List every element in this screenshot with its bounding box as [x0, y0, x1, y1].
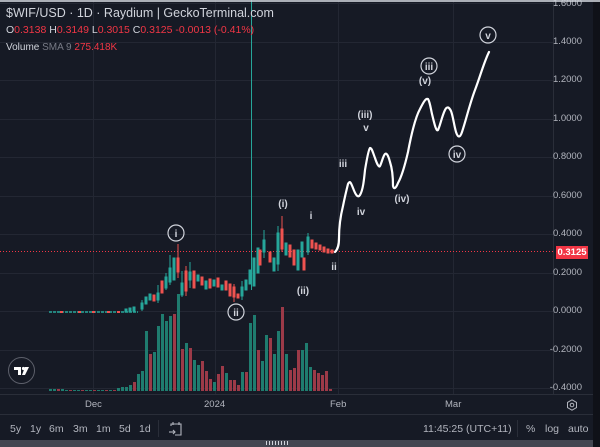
bottom-toolbar: 5y 1y 6m 3m 1m 5d 1d 11:45:25 (UTC+11) %… — [0, 414, 593, 441]
wave-labels: i ii (i) (ii) i ii iii iv (iii) v (iv) i… — [167, 26, 497, 321]
svg-text:iii: iii — [339, 159, 348, 170]
range-6m-button[interactable]: 6m — [49, 423, 64, 435]
svg-text:(v): (v) — [419, 76, 431, 87]
svg-text:(i): (i) — [278, 199, 287, 210]
range-3m-button[interactable]: 3m — [73, 423, 88, 435]
tradingview-logo-icon[interactable] — [8, 357, 35, 384]
range-5y-button[interactable]: 5y — [10, 423, 22, 435]
current-price-label: 0.3125 — [556, 246, 588, 259]
svg-text:(ii): (ii) — [297, 286, 309, 297]
volume-legend[interactable]: Volume SMA 9 275.418K — [6, 42, 118, 53]
top-border — [0, 0, 600, 2]
status-bar — [0, 440, 593, 447]
resize-handle[interactable] — [266, 441, 288, 445]
symbol-title: $WIF/USD · 1D · Raydium | GeckoTerminal.… — [6, 6, 274, 20]
svg-text:i: i — [175, 229, 178, 240]
window-edge — [593, 0, 600, 447]
elliott-wave-path — [333, 50, 491, 254]
percent-scale-toggle[interactable]: % — [526, 423, 536, 435]
range-1d-button[interactable]: 1d — [139, 423, 151, 435]
svg-text:(iv): (iv) — [395, 194, 410, 205]
candles — [49, 216, 334, 313]
toolbar-divider — [517, 420, 518, 437]
range-1m-button[interactable]: 1m — [96, 423, 111, 435]
range-5d-button[interactable]: 5d — [119, 423, 131, 435]
chart-legend: $WIF/USD · 1D · Raydium | GeckoTerminal.… — [6, 5, 274, 56]
svg-text:iii: iii — [425, 62, 434, 73]
calendar-arrow-icon[interactable] — [168, 421, 183, 441]
svg-text:v: v — [363, 123, 369, 134]
volume-bars — [49, 294, 332, 391]
auto-scale-toggle[interactable]: auto — [568, 423, 589, 435]
range-1y-button[interactable]: 1y — [30, 423, 42, 435]
toolbar-divider — [158, 420, 159, 437]
price-change: -0.0013 (-0.41%) — [175, 24, 255, 36]
chart-pane[interactable]: i ii (i) (ii) i ii iii iv (iii) v (iv) i… — [0, 0, 553, 394]
svg-text:ii: ii — [331, 262, 337, 273]
clock-timezone[interactable]: 11:45:25 (UTC+11) — [423, 423, 512, 435]
svg-text:iv: iv — [453, 150, 462, 161]
svg-text:(iii): (iii) — [358, 110, 373, 121]
price-axis[interactable]: 1.6000 1.4000 1.2000 1.0000 0.8000 0.600… — [550, 0, 594, 394]
grid-lines — [0, 0, 553, 394]
svg-text:v: v — [485, 31, 491, 42]
svg-text:ii: ii — [233, 308, 239, 319]
svg-text:i: i — [310, 211, 313, 222]
chart-canvas[interactable]: i ii (i) (ii) i ii iii iv (iii) v (iv) i… — [0, 0, 553, 394]
time-axis[interactable]: Dec 2024 Feb Mar — [0, 394, 593, 415]
log-scale-toggle[interactable]: log — [545, 423, 560, 435]
ohlc-values: O0.3138 H0.3149 L0.3015 C0.3125 -0.0013 … — [6, 24, 255, 36]
chart-settings-icon[interactable] — [566, 398, 578, 411]
svg-text:iv: iv — [357, 207, 366, 218]
